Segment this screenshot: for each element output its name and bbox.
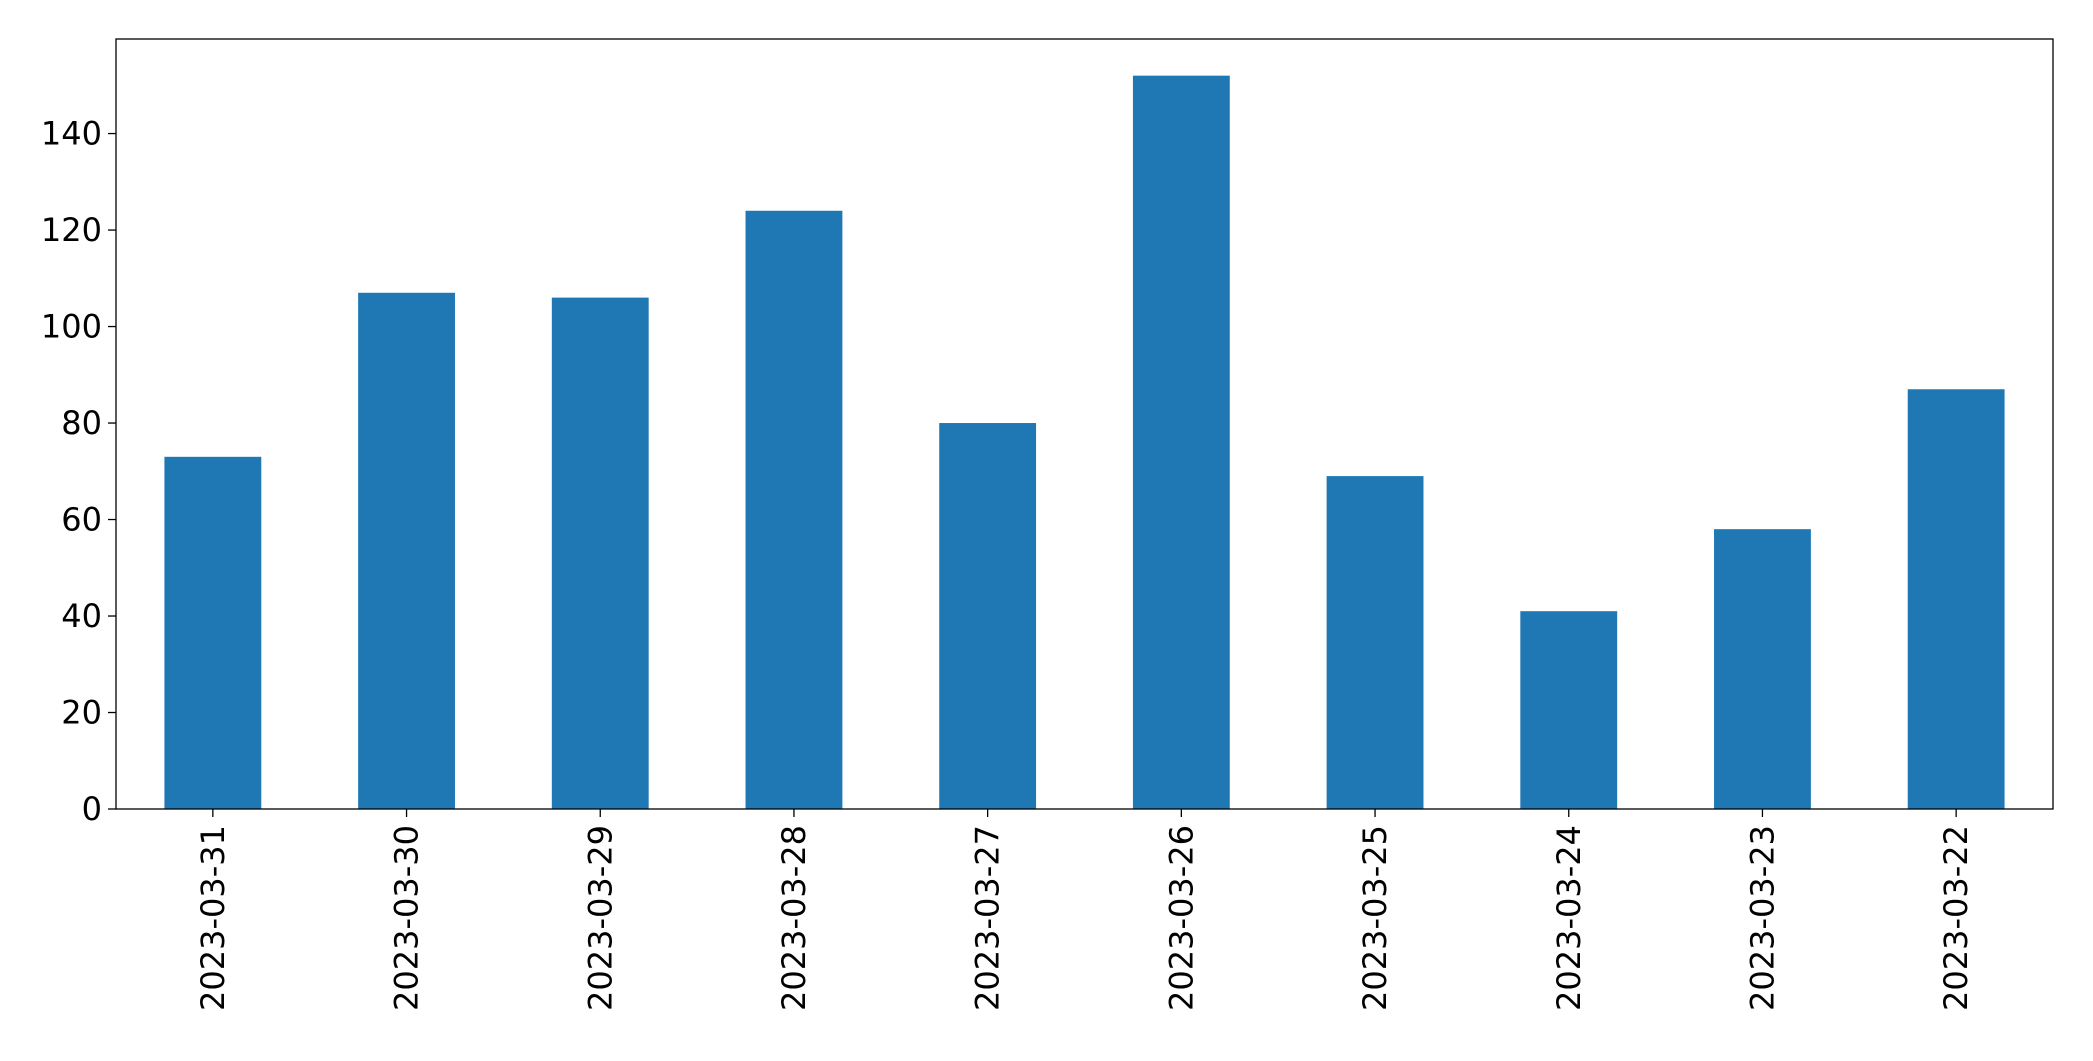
x-tick-label: 2023-03-24 [1550,825,1588,1011]
bar [164,456,262,809]
x-tick-label: 2023-03-29 [581,825,619,1011]
y-tick-label: 120 [41,211,102,249]
x-tick-label: 2023-03-25 [1356,825,1394,1011]
x-tick-label: 2023-03-26 [1162,825,1200,1011]
y-tick-label: 0 [82,790,102,828]
bar [1132,75,1230,809]
x-tick-label: 2023-03-31 [194,825,232,1011]
y-tick-label: 60 [61,501,102,539]
plot-frame [115,38,2054,810]
x-tick-label: 2023-03-23 [1743,825,1781,1011]
x-tick-label: 2023-03-28 [775,825,813,1011]
bar [745,210,843,809]
bar [358,292,455,809]
bar [1714,529,1811,809]
x-tick-label: 2023-03-30 [388,825,426,1011]
y-tick-label: 140 [41,115,102,153]
bar [1907,389,2005,809]
bar [551,297,649,809]
bar [1520,611,1618,809]
bar [939,423,1037,809]
bar [1326,476,1424,809]
y-tick-label: 80 [61,404,102,442]
y-tick-label: 40 [61,597,102,635]
x-tick-label: 2023-03-27 [969,825,1007,1011]
x-tick-label: 2023-03-22 [1937,825,1975,1011]
y-tick-label: 100 [41,308,102,346]
y-tick-label: 20 [61,694,102,732]
